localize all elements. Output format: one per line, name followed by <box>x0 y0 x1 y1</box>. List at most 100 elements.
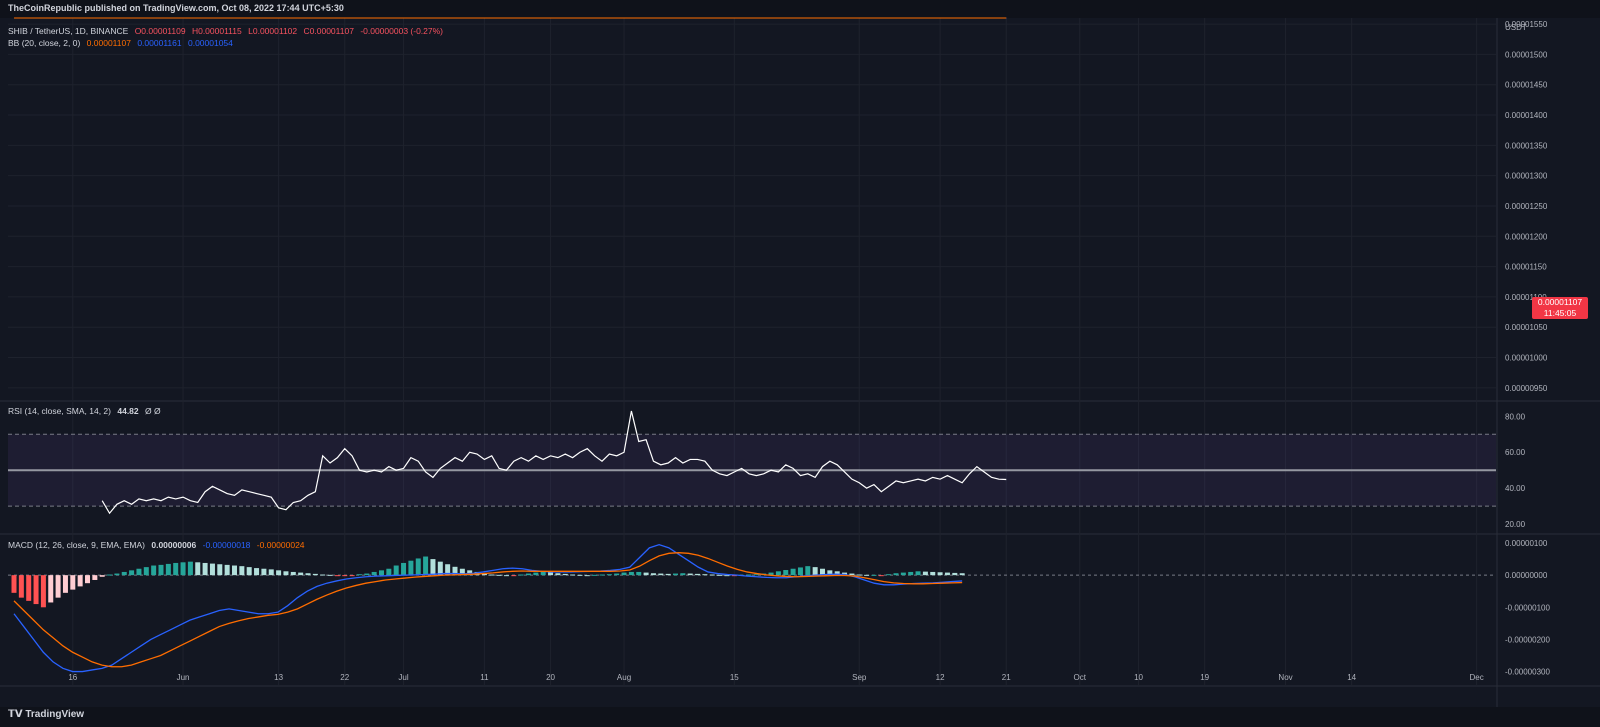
macd-histogram-bar <box>232 565 237 576</box>
macd-histogram-bar <box>643 572 649 576</box>
macd-histogram-bar <box>180 562 186 576</box>
macd-histogram-bar <box>173 562 179 576</box>
macd-histogram-bar <box>937 572 943 576</box>
macd-histogram-bar <box>790 568 796 576</box>
tradingview-logo[interactable]: 𝗧𝗩 TradingView <box>8 709 84 720</box>
macd-histogram-bar <box>423 556 429 576</box>
macd-histogram-bar <box>959 573 965 576</box>
macd-histogram-bar <box>187 561 193 576</box>
rsi-value: 44.82 <box>117 406 139 416</box>
last-price-badge: 0.00001107 11:45:05 <box>1532 297 1588 319</box>
macd-histogram-bar <box>261 568 267 576</box>
macd-histogram-bar <box>724 575 730 577</box>
rsi-tick-label: 60.00 <box>1505 448 1526 457</box>
macd-histogram-bar <box>85 575 90 584</box>
low-value: L0.00001102 <box>248 26 298 36</box>
macd-histogram-bar <box>246 567 252 576</box>
price-tick-label: 0.00001550 <box>1505 20 1548 29</box>
time-tick-label: 12 <box>936 673 945 682</box>
macd-histogram-bar <box>775 571 781 576</box>
time-tick-label: Aug <box>617 673 631 682</box>
macd-histogram-bar <box>878 575 884 577</box>
macd-histogram-bar <box>944 572 950 576</box>
time-tick-label: Oct <box>1074 673 1087 682</box>
time-tick-label: 22 <box>340 673 349 682</box>
macd-histogram-bar <box>856 574 862 576</box>
macd-histogram-bar <box>254 568 260 576</box>
macd-histogram-bar <box>430 559 436 576</box>
macd-histogram-bar <box>217 564 223 576</box>
macd-histogram-bar <box>379 570 384 576</box>
macd-histogram-bar <box>99 575 105 577</box>
grid-lines <box>0 18 1600 707</box>
macd-histogram-bar <box>55 575 61 598</box>
macd-histogram-bar <box>555 573 561 576</box>
macd-histogram-bar <box>628 571 634 576</box>
macd-histogram-bar <box>305 573 311 576</box>
publisher-bar: TheCoinRepublic published on TradingView… <box>0 0 1600 18</box>
macd-histogram-bar <box>77 575 83 587</box>
macd-histogram-bar <box>342 575 348 577</box>
macd-histogram-bar <box>695 573 701 576</box>
price-tick-label: 0.00001000 <box>1505 354 1548 363</box>
macd-histogram-bar <box>805 566 811 576</box>
rsi-label: RSI (14, close, SMA, 14, 2) <box>8 406 111 416</box>
chart-background <box>0 18 1600 707</box>
bb-upper-value: 0.00001161 <box>137 38 182 48</box>
time-tick-label: 20 <box>546 673 555 682</box>
macd-histogram-bar <box>165 563 171 576</box>
rsi-tick-label: 20.00 <box>1505 520 1526 529</box>
macd-histogram-bar <box>209 563 215 576</box>
macd-histogram-bar <box>731 575 737 577</box>
time-tick-label: 10 <box>1134 673 1143 682</box>
tv-logo-text: TradingView <box>25 709 85 720</box>
macd-histogram-bar <box>768 572 774 576</box>
countdown-value: 11:45:05 <box>1543 308 1577 318</box>
macd-histogram-bar <box>364 573 370 576</box>
macd-histogram-bar <box>452 566 458 576</box>
macd-histogram-bar <box>827 570 833 576</box>
macd-histogram-bar <box>702 574 708 576</box>
macd-histogram-bar <box>195 562 201 576</box>
macd-histogram-bar <box>812 567 818 576</box>
macd-histogram-bar <box>496 574 502 576</box>
macd-histogram-bar <box>459 568 465 576</box>
macd-histogram-bar <box>746 574 752 576</box>
macd-histogram-bar <box>121 571 127 576</box>
macd-histogram-bar <box>437 561 443 576</box>
macd-histogram-bar <box>673 573 678 576</box>
bb-mid-value: 0.00001107 <box>86 38 131 48</box>
macd-histogram-bar <box>224 564 230 576</box>
macd-tick-label: 0.00000000 <box>1505 571 1548 580</box>
macd-histogram-bar <box>952 572 958 576</box>
time-tick-label: Dec <box>1470 673 1484 682</box>
macd-histogram-bar <box>62 575 68 593</box>
macd-label: MACD (12, 26, close, 9, EMA, EMA) <box>8 540 145 550</box>
macd-histogram-bar <box>922 571 928 576</box>
macd-histogram-bar <box>18 575 24 598</box>
macd-histogram-bar <box>445 564 451 576</box>
open-value: O0.00001109 <box>134 26 186 36</box>
macd-histogram-bar <box>92 575 98 580</box>
macd-histogram-bar <box>320 574 326 576</box>
bollinger-lines <box>14 17 1007 19</box>
macd-histogram-bar <box>503 575 509 577</box>
macd-histogram-bar <box>129 570 135 576</box>
last-price-value: 0.00001107 <box>1537 297 1583 307</box>
price-tick-label: 0.00001400 <box>1505 111 1548 120</box>
price-tick-label: 0.00001200 <box>1505 232 1548 241</box>
price-tick-label: 0.00001250 <box>1505 202 1548 211</box>
macd-histogram-bar <box>158 564 164 576</box>
macd-histogram-bar <box>783 570 789 576</box>
signal-line <box>13 552 963 668</box>
macd-histogram-bar <box>70 575 76 590</box>
rsi-legend: RSI (14, close, SMA, 14, 2) 44.82 Ø Ø <box>8 406 165 416</box>
macd-histogram-bar <box>665 573 671 576</box>
footer-bar <box>0 707 1600 727</box>
macd-histogram-bar <box>548 571 554 576</box>
macd-histogram-bar <box>283 571 289 576</box>
change-value: -0.00000003 (-0.27%) <box>360 26 444 36</box>
macd-signal-value: -0.00000024 <box>256 540 305 550</box>
